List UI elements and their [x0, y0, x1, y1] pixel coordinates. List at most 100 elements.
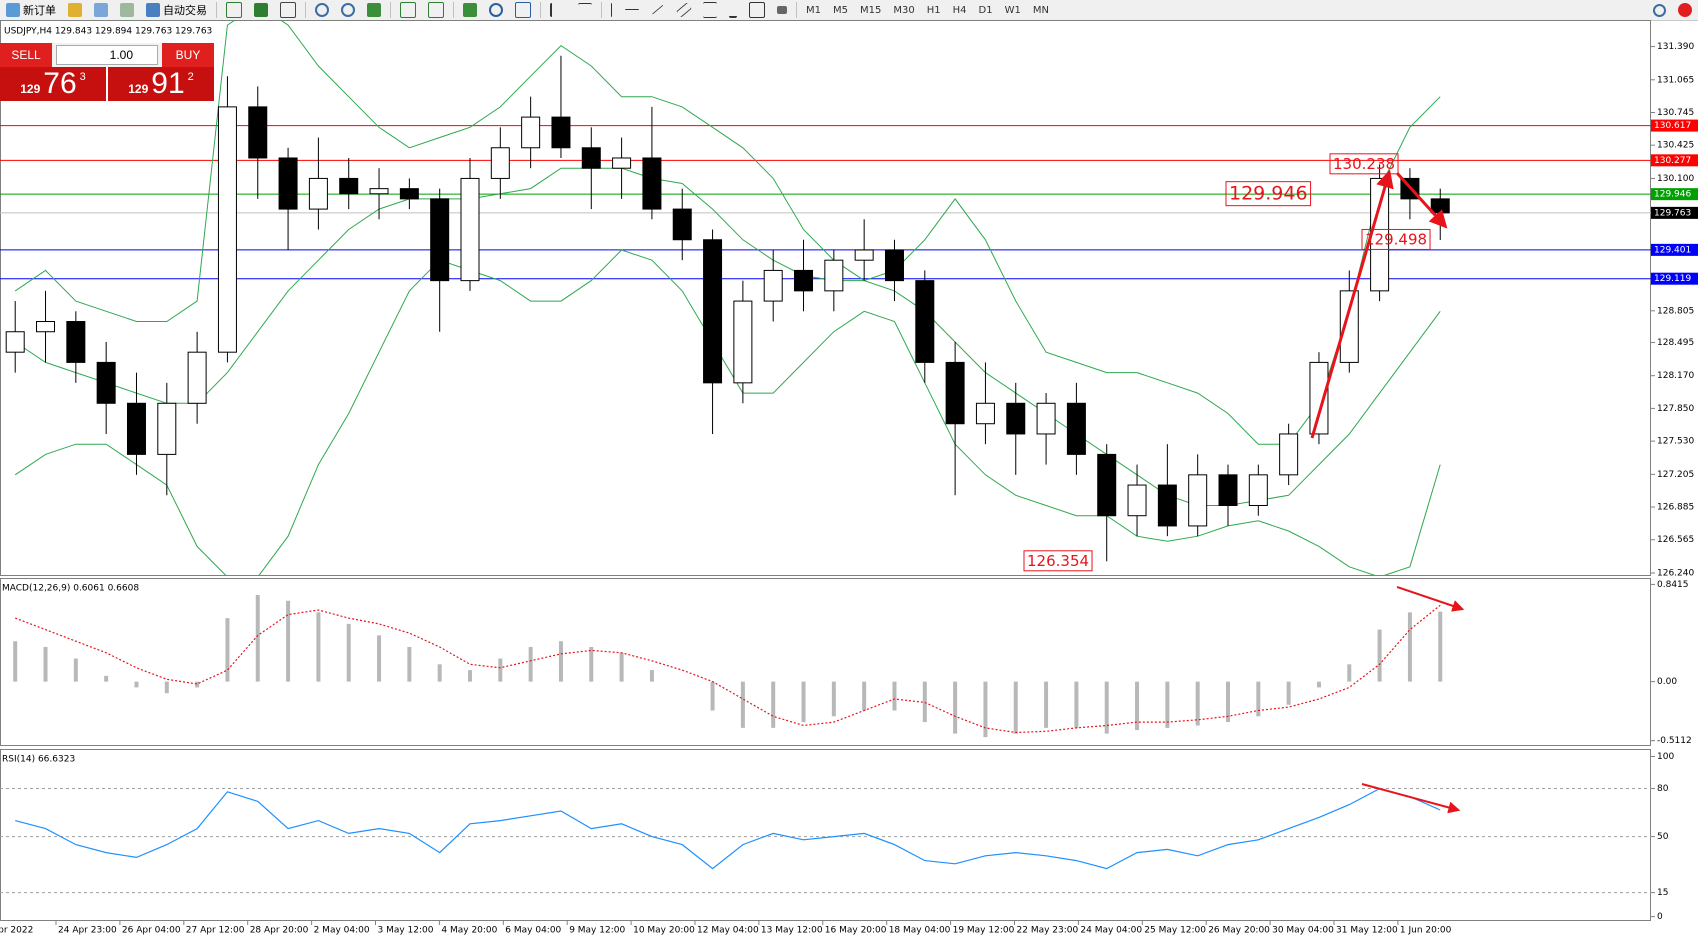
candle-body — [1157, 484, 1177, 527]
timeframe-button[interactable]: W1 — [1004, 4, 1021, 16]
candle-body — [126, 402, 146, 455]
timeframe-button[interactable]: D1 — [978, 4, 993, 16]
price-pips: 76 — [43, 67, 77, 100]
price-big: 129 — [128, 82, 149, 96]
y-tick-label: 127.205 — [1657, 470, 1694, 480]
y-tick-label: 127.850 — [1657, 404, 1694, 414]
chart-header: USDJPY,H4 129.843 129.894 129.763 129.76… — [4, 27, 212, 37]
panel-row: 129 76 3 129 91 2 — [0, 67, 214, 101]
timeframe-button[interactable]: M5 — [833, 4, 848, 16]
candle-body — [339, 177, 359, 195]
candle-body — [5, 331, 25, 353]
candle-body — [96, 361, 116, 404]
icon — [254, 3, 268, 17]
candle-body — [460, 177, 480, 282]
one-click-trading: SELL 1.00 BUY 129 76 3 129 91 2 — [0, 43, 214, 101]
tool-button[interactable] — [62, 1, 88, 19]
icon — [489, 3, 503, 17]
buy-button[interactable]: BUY — [162, 43, 214, 67]
buy-price[interactable]: 129 91 2 — [108, 67, 214, 101]
icon — [625, 9, 639, 11]
y-tick-label: 0.8415 — [1657, 580, 1689, 590]
macd-pane — [0, 578, 1651, 746]
candle-body — [1218, 474, 1238, 506]
label: 自动交易 — [163, 4, 207, 17]
y-tick-label: 130.100 — [1657, 174, 1694, 184]
vline[interactable] — [605, 1, 619, 19]
icon — [729, 2, 737, 18]
timeframe-button[interactable]: M30 — [893, 4, 915, 16]
candle-body — [1339, 290, 1359, 363]
timeframe-button[interactable]: M15 — [860, 4, 882, 16]
timeframe-button[interactable]: H4 — [952, 4, 967, 16]
y-tick-label: 126.240 — [1657, 568, 1694, 578]
icon — [463, 3, 477, 17]
icon — [367, 3, 381, 17]
icon — [1653, 3, 1666, 17]
candle-body — [1066, 402, 1086, 455]
x-tick-label: 2 May 04:00 — [314, 926, 370, 936]
templates[interactable] — [509, 1, 537, 19]
new-order-button[interactable]: 新订单 — [0, 1, 62, 19]
candle-body — [1127, 484, 1147, 517]
tool-button[interactable] — [274, 1, 302, 19]
text-tool[interactable] — [723, 1, 743, 19]
crosshair[interactable] — [572, 1, 598, 19]
tool-button[interactable] — [394, 1, 422, 19]
indicators[interactable] — [457, 1, 483, 19]
periods[interactable] — [483, 1, 509, 19]
separator — [305, 2, 306, 18]
tool-button[interactable] — [88, 1, 114, 19]
tool-button[interactable] — [114, 1, 140, 19]
arrows[interactable] — [771, 1, 793, 19]
candle-body — [975, 402, 995, 425]
channel[interactable] — [671, 1, 697, 19]
separator — [540, 2, 541, 18]
sell-price[interactable]: 129 76 3 — [0, 67, 106, 101]
auto-trading-button[interactable]: 自动交易 — [140, 1, 213, 19]
search[interactable] — [1647, 1, 1672, 19]
timeframe-button[interactable]: M1 — [806, 4, 821, 16]
icon — [1678, 3, 1692, 17]
candle-body — [884, 249, 904, 282]
separator — [216, 2, 217, 18]
cursor[interactable] — [544, 1, 572, 19]
level-label: 130.617 — [1654, 121, 1691, 131]
x-tick-label: 25 May 12:00 — [1144, 926, 1206, 936]
separator — [796, 2, 797, 18]
timeframe-button[interactable]: MN — [1032, 4, 1049, 16]
candle-body — [1097, 453, 1117, 517]
hline[interactable] — [619, 1, 645, 19]
tile[interactable] — [361, 1, 387, 19]
tool-button[interactable] — [248, 1, 274, 19]
icon — [226, 2, 242, 18]
lot-input[interactable]: 1.00 — [56, 45, 158, 65]
tool-button[interactable] — [422, 1, 450, 19]
label-tool[interactable] — [743, 1, 771, 19]
candle-body — [36, 321, 56, 333]
sell-button[interactable]: SELL — [0, 43, 52, 67]
candle-body — [1309, 361, 1329, 435]
candle-body — [642, 157, 662, 210]
level-label: 129.946 — [1654, 190, 1691, 200]
tool-button[interactable] — [220, 1, 248, 19]
candle-body — [794, 269, 814, 292]
zoom-in[interactable] — [309, 1, 335, 19]
arrow — [1396, 586, 1465, 612]
level-tag — [1651, 243, 1698, 256]
x-tick-label: 26 May 20:00 — [1208, 926, 1270, 936]
candle-body — [703, 239, 723, 384]
y-tick-label: 130.745 — [1657, 108, 1694, 118]
notifications[interactable] — [1672, 1, 1698, 19]
fibo[interactable] — [697, 1, 723, 19]
level-label: 129.401 — [1654, 245, 1691, 255]
y-tick-label: 131.390 — [1657, 42, 1694, 52]
candle-body — [1248, 474, 1268, 506]
price-annotation: 129.946 — [1229, 183, 1308, 205]
zoom-out[interactable] — [335, 1, 361, 19]
y-tick-label: 128.495 — [1657, 338, 1694, 348]
trendline[interactable] — [645, 1, 671, 19]
candle-body — [1430, 198, 1450, 214]
timeframe-button[interactable]: H1 — [926, 4, 941, 16]
band-upper — [14, 20, 1441, 445]
